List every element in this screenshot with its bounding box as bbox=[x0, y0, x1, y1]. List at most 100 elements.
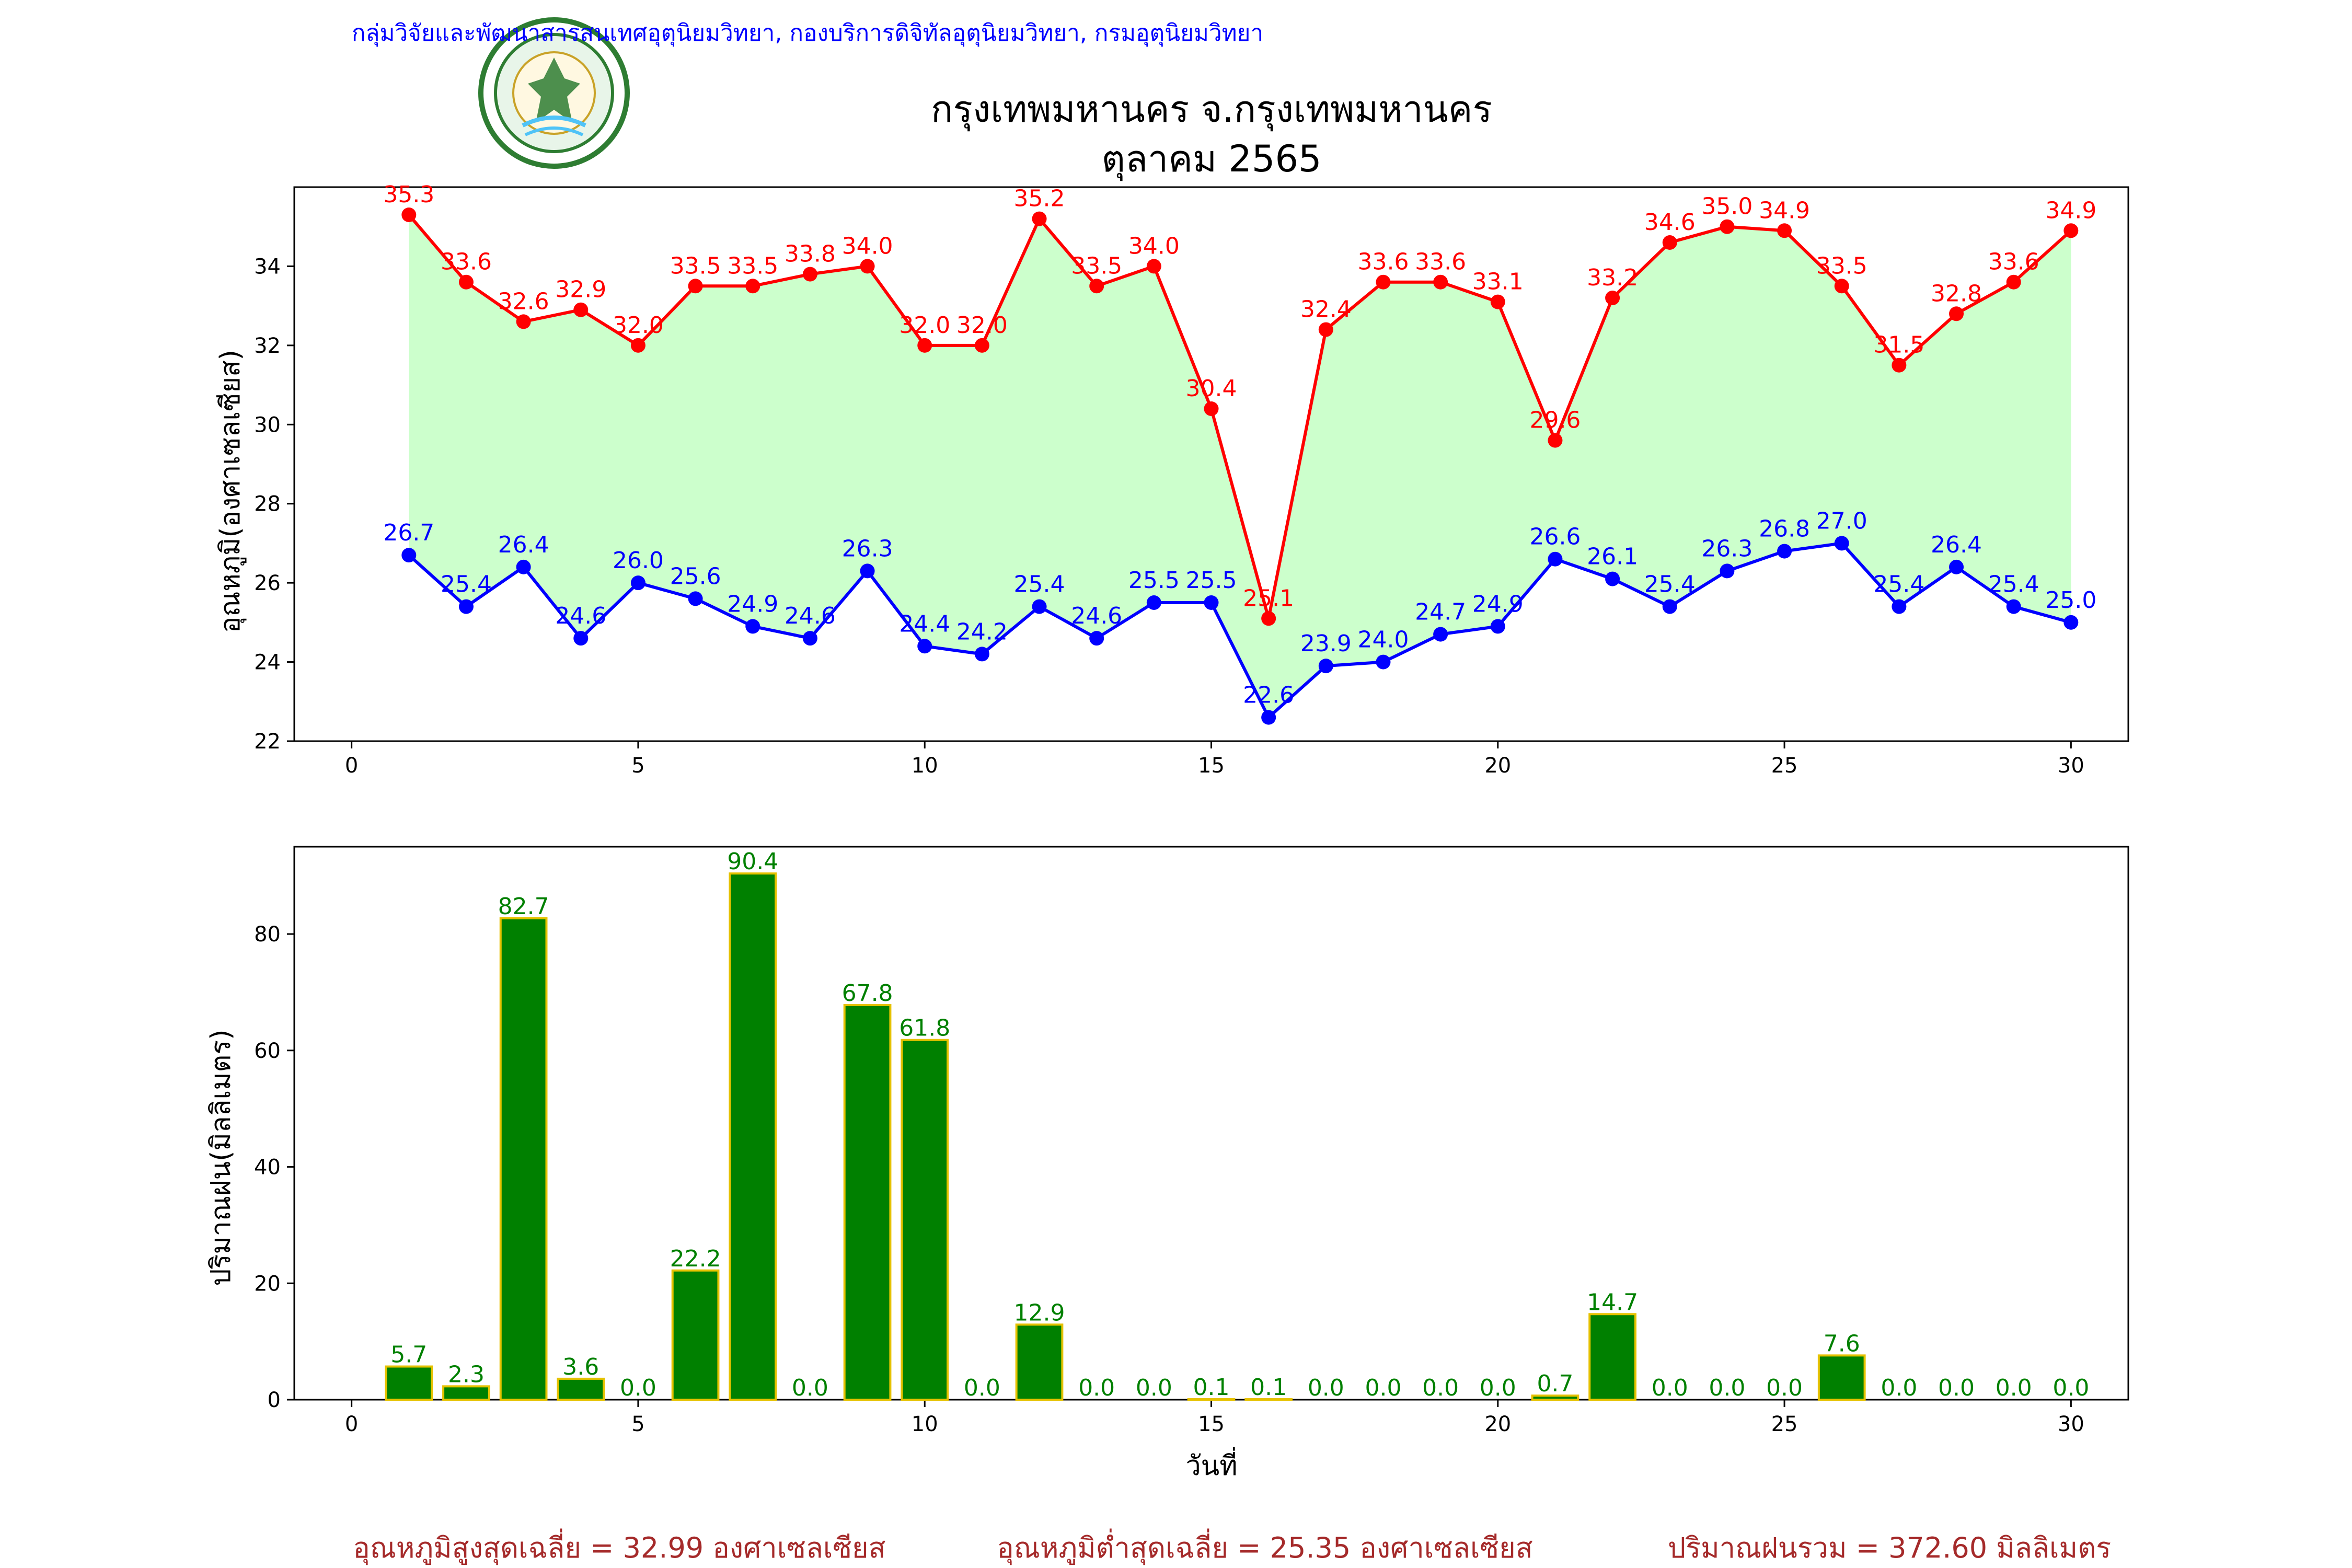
rainfall-bar-label: 5.7 bbox=[390, 1342, 427, 1368]
rainfall-x-tick-label: 20 bbox=[1484, 1412, 1511, 1436]
min-temperature-label: 24.6 bbox=[785, 603, 836, 629]
rainfall-bar-label: 0.0 bbox=[1078, 1375, 1115, 1401]
chart-title-station: กรุงเทพมหานคร จ.กรุงเทพมหานคร bbox=[931, 88, 1492, 132]
rainfall-bar-label: 0.0 bbox=[1422, 1375, 1459, 1401]
temperature-x-tick-label: 25 bbox=[1771, 754, 1798, 778]
min-temperature-label: 24.0 bbox=[1357, 627, 1409, 653]
min-temperature-point bbox=[745, 619, 760, 634]
temperature-x-tick-label: 5 bbox=[631, 754, 644, 778]
min-temperature-label: 26.7 bbox=[383, 520, 434, 546]
rainfall-bar-label: 14.7 bbox=[1587, 1289, 1638, 1316]
min-temperature-label: 25.0 bbox=[2045, 587, 2096, 614]
max-temperature-label: 32.0 bbox=[956, 312, 1008, 339]
min-temperature-label: 26.4 bbox=[498, 532, 549, 558]
min-temperature-label: 27.0 bbox=[1816, 508, 1867, 534]
max-temperature-label: 33.6 bbox=[1988, 249, 2039, 275]
rainfall-bar-label: 0.0 bbox=[1709, 1375, 1745, 1401]
rainfall-bar-label: 0.0 bbox=[1308, 1375, 1344, 1401]
meteorological-department-logo bbox=[478, 17, 630, 169]
max-temperature-label: 34.6 bbox=[1644, 209, 1696, 236]
max-temperature-point bbox=[1662, 235, 1677, 250]
min-temperature-label: 23.9 bbox=[1300, 630, 1352, 657]
temperature-y-tick-label: 24 bbox=[254, 651, 281, 675]
min-temperature-point bbox=[860, 563, 875, 579]
rainfall-bar bbox=[499, 917, 548, 1401]
max-temperature-label: 32.6 bbox=[498, 288, 549, 315]
rainfall-bar-label: 0.0 bbox=[2053, 1375, 2089, 1401]
min-temperature-point bbox=[917, 639, 932, 654]
rainfall-bar-label: 0.0 bbox=[1938, 1375, 1975, 1401]
max-temperature-label: 29.6 bbox=[1529, 407, 1581, 434]
max-temperature-label: 34.9 bbox=[1759, 197, 1810, 224]
min-temperature-label: 24.4 bbox=[899, 610, 950, 637]
min-temperature-point bbox=[1490, 619, 1505, 634]
temperature-x-tick-label: 0 bbox=[345, 754, 358, 778]
rainfall-bar-label: 0.0 bbox=[1881, 1375, 1917, 1401]
min-temperature-point bbox=[1146, 595, 1161, 610]
rainfall-x-tick-label: 0 bbox=[345, 1412, 358, 1436]
max-temperature-point bbox=[1204, 401, 1219, 416]
max-temperature-label: 33.5 bbox=[670, 252, 721, 279]
max-temperature-label: 35.0 bbox=[1701, 193, 1753, 220]
temperature-y-tick-label: 22 bbox=[254, 730, 281, 754]
min-temperature-point bbox=[1089, 631, 1104, 646]
min-temperature-point bbox=[1433, 627, 1448, 642]
min-temperature-label: 26.8 bbox=[1759, 516, 1810, 543]
max-temperature-label: 33.6 bbox=[1415, 249, 1466, 275]
temperature-x-tick-label: 15 bbox=[1198, 754, 1225, 778]
min-temperature-point bbox=[1892, 599, 1907, 614]
rainfall-bar bbox=[442, 1385, 490, 1401]
temperature-y-tick-label: 26 bbox=[254, 571, 281, 595]
max-temperature-label: 32.8 bbox=[1931, 280, 1982, 307]
min-temperature-point bbox=[1318, 659, 1333, 674]
min-temperature-label: 24.9 bbox=[1472, 591, 1524, 617]
rainfall-bar-label: 2.3 bbox=[448, 1361, 485, 1388]
max-temperature-label: 32.0 bbox=[613, 312, 664, 339]
rainfall-x-tick-label: 15 bbox=[1198, 1412, 1225, 1436]
rainfall-bar bbox=[1015, 1323, 1064, 1401]
min-temperature-label: 24.9 bbox=[727, 591, 778, 617]
max-temperature-point bbox=[1548, 433, 1563, 448]
min-temperature-label: 26.4 bbox=[1931, 532, 1982, 558]
min-temperature-point bbox=[1662, 599, 1677, 614]
temperature-y-tick-label: 32 bbox=[254, 334, 281, 358]
min-temperature-label: 25.4 bbox=[1988, 571, 2039, 598]
org-line: กลุ่มวิจัยและพัฒนาสารสนเทศอุตุนิยมวิทยา,… bbox=[352, 20, 1263, 47]
min-temperature-point bbox=[1720, 563, 1735, 579]
rainfall-bar-label: 0.0 bbox=[620, 1375, 656, 1401]
max-temperature-point bbox=[1318, 322, 1333, 337]
rainfall-bar bbox=[1588, 1313, 1636, 1401]
max-temperature-label: 30.4 bbox=[1186, 375, 1237, 402]
max-temperature-point bbox=[1490, 294, 1505, 309]
rainfall-x-tick-label: 5 bbox=[631, 1412, 644, 1436]
min-temperature-label: 25.5 bbox=[1128, 567, 1180, 594]
rainfall-bar bbox=[729, 872, 777, 1401]
max-temperature-point bbox=[974, 338, 989, 353]
min-temperature-label: 26.6 bbox=[1529, 524, 1581, 550]
min-temperature-point bbox=[458, 599, 474, 614]
max-temperature-point bbox=[860, 259, 875, 274]
max-temperature-line bbox=[408, 214, 2072, 619]
max-temperature-label: 35.3 bbox=[383, 181, 434, 208]
min-temperature-label: 24.6 bbox=[555, 603, 606, 629]
rainfall-x-tick-label: 25 bbox=[1771, 1412, 1798, 1436]
max-temperature-label: 33.2 bbox=[1587, 264, 1638, 291]
max-temperature-point bbox=[1834, 279, 1849, 294]
rainfall-y-axis-label: ปริมาณฝน(มิลลิเมตร) bbox=[205, 1029, 237, 1286]
min-temperature-point bbox=[1548, 551, 1563, 567]
max-temperature-point bbox=[1146, 259, 1161, 274]
rainfall-bar bbox=[1187, 1398, 1236, 1401]
temperature-y-tick-label: 30 bbox=[254, 413, 281, 437]
rainfall-bar-label: 0.0 bbox=[1480, 1375, 1516, 1401]
rainfall-bar-label: 0.0 bbox=[964, 1375, 1000, 1401]
rainfall-bar-label: 82.7 bbox=[498, 893, 549, 920]
rainfall-bar bbox=[843, 1004, 892, 1401]
max-temperature-point bbox=[630, 338, 645, 353]
rainfall-bar bbox=[385, 1365, 433, 1401]
min-temperature-label: 26.3 bbox=[842, 535, 893, 562]
max-temperature-point bbox=[1089, 279, 1104, 294]
max-temperature-label: 32.4 bbox=[1300, 296, 1352, 323]
max-temperature-label: 25.1 bbox=[1243, 585, 1294, 612]
min-temperature-point bbox=[1605, 571, 1620, 586]
